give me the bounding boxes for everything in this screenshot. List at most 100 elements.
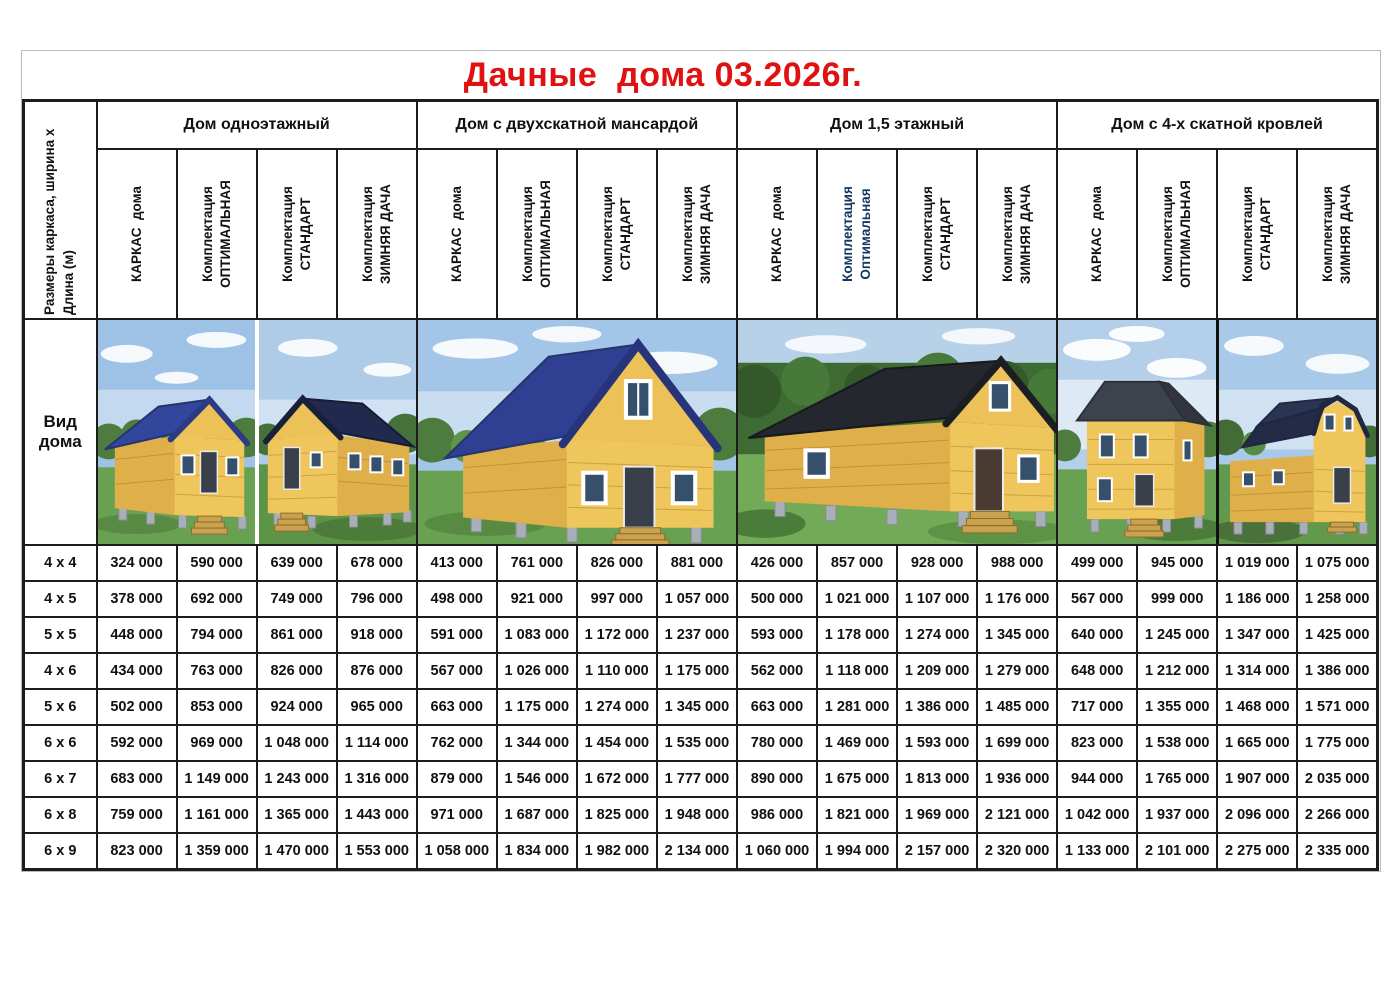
price-cell: 1 176 000: [976, 580, 1059, 618]
price-cell: 426 000: [735, 544, 819, 582]
house-photo-two-story-hip: [1059, 321, 1216, 543]
price-cell: 567 000: [1056, 580, 1139, 618]
price-cell: 663 000: [735, 688, 819, 726]
price-cell: 448 000: [95, 616, 178, 654]
price-cell: 591 000: [415, 616, 498, 654]
price-cell: 945 000: [1136, 544, 1219, 582]
price-row: 6 x 7 683 000 1 149 000 1 243 000 1 316 000 8…: [22, 760, 1379, 798]
price-cell: 1 060 000: [735, 832, 819, 871]
group-header-1-5-story: Дом 1,5 этажный: [735, 99, 1059, 150]
price-cell: 826 000: [255, 652, 338, 690]
price-cell: 1 982 000: [575, 832, 658, 871]
house-photo-one-story-side: [258, 321, 415, 543]
price-cell: 857 000: [815, 544, 899, 582]
price-cell: 1 118 000: [815, 652, 899, 690]
price-cell: 761 000: [495, 544, 578, 582]
column-header-row: КАРКАС дома Комплектация ОПТИМАЛЬНАЯ Ком…: [24, 148, 1379, 320]
price-cell: 1 345 000: [976, 616, 1059, 654]
price-cell: 876 000: [335, 652, 418, 690]
size-cell: 4 x 5: [22, 580, 98, 618]
column-header-frame-g3: КАРКАС дома: [735, 148, 819, 320]
price-cell: 648 000: [1056, 652, 1139, 690]
price-cell: 1 083 000: [495, 616, 578, 654]
price-cell: 1 345 000: [655, 688, 738, 726]
steps: [1326, 521, 1357, 533]
column-header-optimal-g3: Комплектация Оптимальная: [815, 148, 899, 320]
steps: [190, 515, 228, 535]
price-cell: 823 000: [95, 832, 178, 871]
steps: [961, 510, 1018, 534]
price-cell: 1 274 000: [896, 616, 979, 654]
price-cell: 1 470 000: [255, 832, 338, 871]
price-cell: 921 000: [495, 580, 578, 618]
price-cell: 1 243 000: [255, 760, 338, 798]
clouds: [785, 328, 1016, 354]
price-row: 5 x 6 502 000 853 000 924 000 965 000 663 000…: [22, 688, 1379, 726]
price-cell: 663 000: [415, 688, 498, 726]
column-header-standard-g3: Комплектация СТАНДАРТ: [896, 148, 979, 320]
column-header-optimal-g1: Комплектация ОПТИМАЛЬНАЯ: [175, 148, 258, 320]
page-title: Дачные дома 03.2026г.: [463, 55, 863, 94]
price-row: 4 x 4 324 000 590 000 639 000 678 000 413 000…: [22, 544, 1379, 582]
price-cell: 1 468 000: [1216, 688, 1299, 726]
price-cell: 1 110 000: [575, 652, 658, 690]
price-cell: 1 209 000: [896, 652, 979, 690]
size-cell: 4 x 6: [22, 652, 98, 690]
door: [973, 447, 1004, 513]
price-cell: 918 000: [335, 616, 418, 654]
price-cell: 969 000: [175, 724, 258, 762]
price-cell: 1 386 000: [1296, 652, 1379, 690]
price-cell: 2 320 000: [976, 832, 1059, 871]
column-header-frame-g2: КАРКАС дома: [415, 148, 498, 320]
price-row: 6 x 9 823 000 1 359 000 1 470 000 1 553 000 1…: [22, 832, 1379, 871]
price-cell: 1 133 000: [1056, 832, 1139, 871]
price-cell: 999 000: [1136, 580, 1219, 618]
door: [199, 450, 218, 494]
price-cell: 826 000: [575, 544, 658, 582]
price-cell: 1 936 000: [976, 760, 1059, 798]
price-cell: 2 121 000: [976, 796, 1059, 834]
price-cell: 500 000: [735, 580, 819, 618]
price-cell: 639 000: [255, 544, 338, 582]
column-header-standard-g1: Комплектация СТАНДАРТ: [255, 148, 338, 320]
column-header-optimal-g4: Комплектация ОПТИМАЛЬНАЯ: [1136, 148, 1219, 320]
price-cell: 762 000: [415, 724, 498, 762]
price-cell: 2 335 000: [1296, 832, 1379, 871]
price-cell: 1 672 000: [575, 760, 658, 798]
price-cell: 1 485 000: [976, 688, 1059, 726]
group-header-hip-roof: Дом с 4-х скатной кровлей: [1056, 99, 1379, 150]
house: [747, 355, 1056, 534]
price-cell: 1 245 000: [1136, 616, 1219, 654]
attic-window: [623, 379, 653, 420]
house: [103, 395, 250, 535]
column-header-winter-g4: Комплектация ЗИМНЯЯ ДАЧА: [1296, 148, 1379, 320]
house: [262, 394, 415, 532]
window: [803, 448, 1040, 483]
price-cell: 1 178 000: [815, 616, 899, 654]
price-table: Размеры каркаса, ширина х Длина (м) Дом …: [22, 99, 1379, 871]
door: [1134, 473, 1155, 507]
window: [180, 454, 239, 477]
price-cell: 1 175 000: [495, 688, 578, 726]
window: [580, 470, 697, 506]
photo-cell-mansard: [415, 318, 738, 546]
price-cell: 749 000: [255, 580, 338, 618]
price-cell: 853 000: [175, 688, 258, 726]
price-cell: 567 000: [415, 652, 498, 690]
price-cell: 1 359 000: [175, 832, 258, 871]
price-cell: 1 347 000: [1216, 616, 1299, 654]
price-cell: 861 000: [255, 616, 338, 654]
size-column-header: Размеры каркаса, ширина х Длина (м): [42, 128, 77, 315]
price-cell: 890 000: [735, 760, 819, 798]
price-cell: 796 000: [335, 580, 418, 618]
house: [1229, 394, 1370, 535]
house-photo-gambrel-mansard: [1218, 321, 1376, 543]
photo-cell-hip-roof: [1056, 318, 1379, 546]
price-cell: 1 386 000: [896, 688, 979, 726]
group-header-row: Размеры каркаса, ширина х Длина (м) Дом …: [22, 99, 1379, 320]
price-cell: 1 021 000: [815, 580, 899, 618]
price-cell: 499 000: [1056, 544, 1139, 582]
price-cell: 1 279 000: [976, 652, 1059, 690]
price-cell: 498 000: [415, 580, 498, 618]
price-cell: 986 000: [735, 796, 819, 834]
